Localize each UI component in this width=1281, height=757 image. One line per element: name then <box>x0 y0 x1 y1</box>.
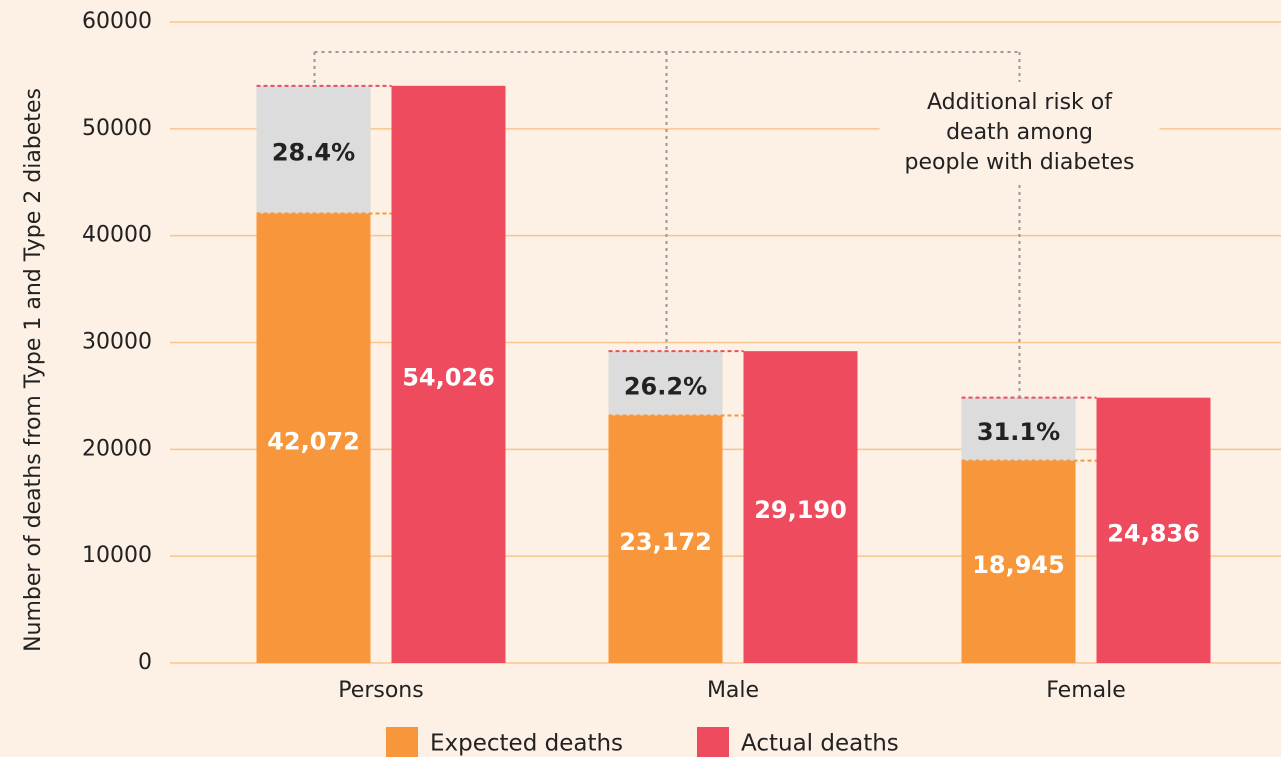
y-tick-label: 0 <box>138 650 152 675</box>
legend-label: Actual deaths <box>741 731 899 757</box>
y-tick-label: 40000 <box>82 223 152 248</box>
legend-swatch <box>697 727 729 757</box>
legend-label: Expected deaths <box>430 731 623 757</box>
y-tick-label: 30000 <box>82 330 152 355</box>
value-label: 24,836 <box>1107 519 1200 547</box>
legend-swatch <box>386 727 418 757</box>
bar <box>391 85 506 663</box>
bar <box>1096 397 1211 663</box>
excess-segment <box>961 397 1076 461</box>
y-tick-label: 50000 <box>82 116 152 141</box>
value-label: 54,026 <box>402 363 495 391</box>
value-label: 18,945 <box>972 551 1065 579</box>
excess-segment <box>608 351 723 416</box>
value-label: 42,072 <box>267 427 360 455</box>
value-label: 23,172 <box>619 528 712 556</box>
bar <box>256 213 371 663</box>
excess-label: 28.4% <box>272 139 355 167</box>
x-tick-label: Female <box>1046 678 1126 703</box>
y-tick-label: 60000 <box>82 9 152 34</box>
value-label: 29,190 <box>754 496 847 524</box>
annotation-bg <box>879 82 1160 182</box>
annotation: people with diabetes <box>905 150 1135 175</box>
annotation: Additional risk of <box>927 90 1113 115</box>
y-axis-label: Number of deaths from Type 1 and Type 2 … <box>21 88 46 652</box>
x-tick-label: Male <box>707 678 759 703</box>
annotation: death among <box>946 120 1093 145</box>
excess-segment <box>256 85 371 214</box>
y-tick-label: 10000 <box>82 543 152 568</box>
excess-label: 26.2% <box>624 372 707 400</box>
bar <box>743 351 858 663</box>
y-tick-label: 20000 <box>82 436 152 461</box>
excess-label: 31.1% <box>977 418 1060 446</box>
x-tick-label: Persons <box>338 678 423 703</box>
bar <box>961 460 1076 663</box>
bar <box>608 415 723 663</box>
